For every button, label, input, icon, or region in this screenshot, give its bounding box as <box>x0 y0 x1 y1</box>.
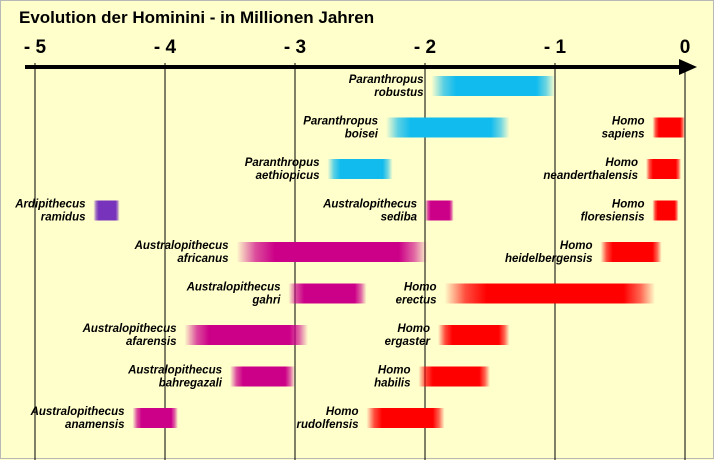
bar-australopithecus-gahri <box>288 283 367 304</box>
label-homo-habilis: Homo habilis <box>374 365 410 390</box>
label-australopithecus-afarensis: Australopithecus afarensis <box>82 323 177 348</box>
label-paranthropus-boisei: Paranthropus boisei <box>303 116 379 141</box>
x-tick-label: - 4 <box>154 37 177 58</box>
bar-paranthropus-aethiopicus <box>327 159 393 179</box>
label-australopithecus-anamensis: Australopithecus anamensis <box>30 406 125 431</box>
range-bars <box>93 76 685 428</box>
x-axis-arrowhead <box>679 59 697 75</box>
x-tick-label: - 3 <box>284 37 306 58</box>
label-australopithecus-gahri: Australopithecus gahri <box>186 282 282 307</box>
x-tick-label: - 1 <box>544 37 567 58</box>
label-homo-floresiensis: Homo floresiensis <box>581 199 645 224</box>
label-homo-sapiens: Homo sapiens <box>602 116 645 141</box>
time-axis: - 5 - 4 - 3 - 2 - 1 0 <box>24 37 697 75</box>
bar-homo-heidelbergensis <box>600 242 662 262</box>
bar-homo-ergaster <box>438 325 510 345</box>
label-australopithecus-africanus: Australopithecus africanus <box>134 240 229 265</box>
bar-homo-erectus <box>444 283 656 304</box>
label-australopithecus-bahregazali: Australopithecus bahregazali <box>127 365 223 390</box>
bar-paranthropus-boisei <box>386 117 510 138</box>
label-homo-ergaster: Homo ergaster <box>385 323 431 348</box>
bar-australopithecus-africanus <box>236 242 428 262</box>
label-ardipithecus-ramidus: Ardipithecus ramidus <box>14 199 85 224</box>
label-homo-neanderthalensis: Homo neanderthalensis <box>543 157 638 182</box>
bar-australopithecus-anamensis <box>132 408 178 428</box>
bar-homo-neanderthalensis <box>646 159 682 179</box>
bar-paranthropus-robustus <box>431 76 555 96</box>
bar-australopithecus-sediba <box>425 200 454 221</box>
bar-ardipithecus-ramidus <box>93 200 120 221</box>
species-labels: Paranthropus robustus Paranthropus boisei Pa… <box>14 74 644 431</box>
x-tick-label: - 2 <box>414 37 436 58</box>
label-paranthropus-aethiopicus: Paranthropus aethiopicus <box>245 157 320 182</box>
label-homo-rudolfensis: Homo rudolfensis <box>297 406 359 431</box>
x-tick-label: - 5 <box>24 37 47 58</box>
label-homo-heidelbergensis: Homo heidelbergensis <box>505 240 593 265</box>
bar-homo-habilis <box>418 366 490 387</box>
bar-homo-sapiens <box>652 117 685 138</box>
label-australopithecus-sediba: Australopithecus sediba <box>322 199 418 224</box>
bar-homo-floresiensis <box>652 200 679 221</box>
chart-title: Evolution der Hominini - in Millionen Ja… <box>19 8 374 27</box>
label-homo-erectus: Homo erectus <box>396 282 437 307</box>
x-tick-label: 0 <box>680 37 691 58</box>
bar-australopithecus-bahregazali <box>230 366 295 387</box>
bar-australopithecus-afarensis <box>184 325 308 345</box>
label-paranthropus-robustus: Paranthropus robustus <box>349 74 424 99</box>
bar-homo-rudolfensis <box>366 408 445 428</box>
